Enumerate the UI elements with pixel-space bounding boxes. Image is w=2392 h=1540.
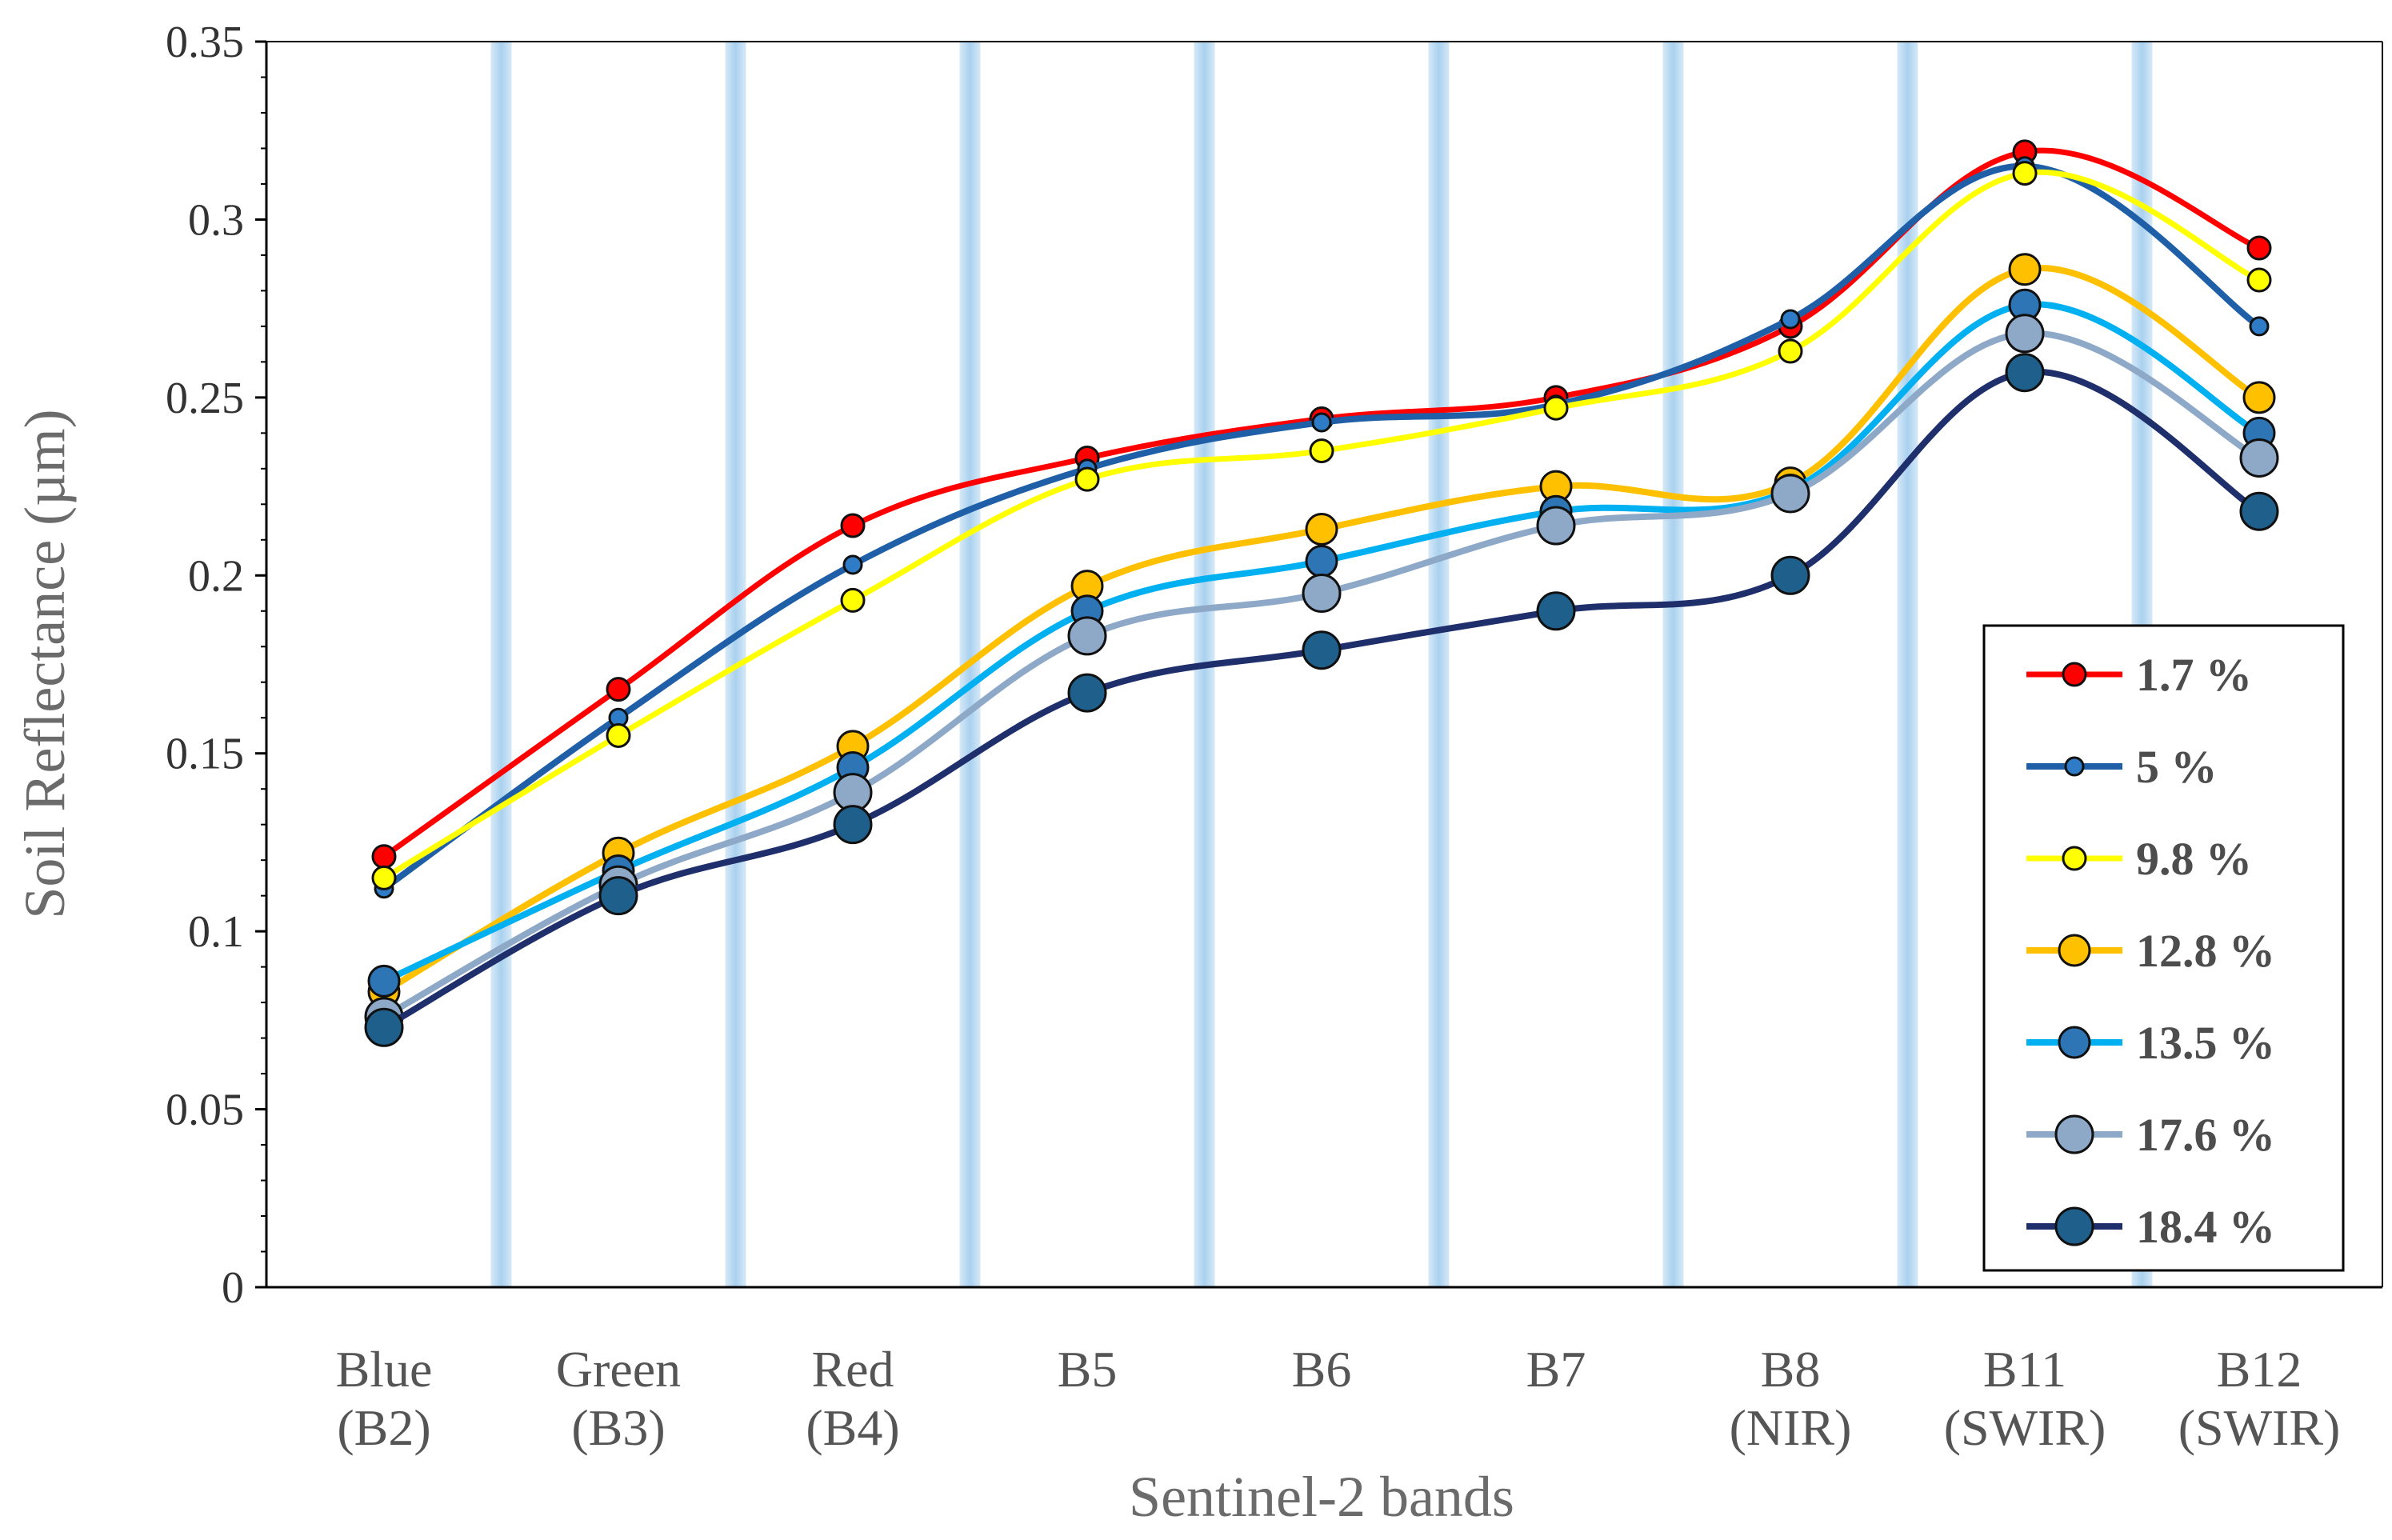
x-tick-label: (B2) bbox=[337, 1399, 430, 1456]
data-point bbox=[606, 722, 631, 748]
legend-item: 13.5 % bbox=[2026, 1017, 2275, 1069]
legend-item: 18.4 % bbox=[2026, 1201, 2275, 1253]
data-point bbox=[1067, 673, 1107, 713]
data-point bbox=[2239, 438, 2279, 478]
y-tick-label: 0.05 bbox=[166, 1086, 244, 1135]
data-point bbox=[2246, 235, 2272, 261]
data-point bbox=[1067, 616, 1107, 656]
band-separator bbox=[490, 42, 512, 1287]
series-18-4 bbox=[364, 353, 2279, 1047]
data-point bbox=[1770, 474, 1810, 514]
data-point bbox=[1305, 512, 1338, 546]
x-tick-label: Green bbox=[556, 1341, 681, 1398]
plot-frame bbox=[265, 41, 2383, 1289]
x-axis-title: Sentinel-2 bands bbox=[1129, 1465, 1514, 1529]
x-tick-label: B8 bbox=[1761, 1341, 1821, 1398]
data-point bbox=[2246, 267, 2272, 293]
y-tick-label: 0.15 bbox=[166, 730, 244, 779]
legend-marker bbox=[2058, 1026, 2091, 1059]
legend-label: 18.4 % bbox=[2136, 1201, 2275, 1253]
data-point bbox=[367, 964, 401, 998]
legend: 1.7 % 5 % 9.8 % 12.8 % 13.5 % 17.6 % 18.4 % bbox=[1982, 624, 2345, 1272]
legend-marker bbox=[2058, 934, 2091, 967]
x-axis-ticks: Blue(B2) Green(B3) Red(B4) B5 B6 B7 B8(NIR) B11… bbox=[336, 1341, 2341, 1456]
x-tick-label: B6 bbox=[1292, 1341, 1352, 1398]
data-point bbox=[2008, 253, 2042, 286]
legend-marker bbox=[2062, 846, 2087, 871]
y-axis-ticks: 0 0.05 0.1 0.15 0.2 0.25 0.3 0.35 bbox=[166, 18, 266, 1313]
legend-label: 12.8 % bbox=[2136, 925, 2275, 977]
x-tick-label: (SWIR) bbox=[1944, 1399, 2106, 1456]
data-point bbox=[1780, 309, 1801, 330]
x-tick-label: B7 bbox=[1526, 1341, 1586, 1398]
legend-label: 5 % bbox=[2136, 741, 2218, 793]
x-tick-label: (NIR) bbox=[1730, 1399, 1852, 1456]
x-tick-label: Blue bbox=[336, 1341, 433, 1398]
data-point bbox=[1536, 591, 1576, 631]
y-tick-label: 0.25 bbox=[166, 374, 244, 423]
legend-label: 13.5 % bbox=[2136, 1017, 2275, 1069]
data-point bbox=[2249, 316, 2270, 337]
x-tick-label: B5 bbox=[1058, 1341, 1118, 1398]
series-line bbox=[382, 147, 2261, 859]
band-separator bbox=[1662, 42, 1684, 1287]
legend-marker bbox=[2054, 1206, 2094, 1246]
data-point bbox=[1302, 630, 1342, 670]
data-point bbox=[1778, 338, 1803, 364]
data-point bbox=[606, 677, 631, 702]
x-tick-label: (SWIR) bbox=[2178, 1399, 2341, 1456]
y-tick-label: 0.3 bbox=[188, 195, 244, 245]
data-point bbox=[1311, 412, 1332, 433]
y-tick-label: 0.1 bbox=[188, 907, 244, 957]
legend-marker bbox=[2064, 756, 2085, 777]
data-point bbox=[1074, 466, 1100, 492]
data-point bbox=[371, 844, 397, 870]
data-point bbox=[1305, 544, 1338, 578]
x-tick-label: Red bbox=[811, 1341, 894, 1398]
legend-item: 1.7 % bbox=[2026, 649, 2252, 701]
series-line bbox=[382, 368, 2262, 1030]
data-point bbox=[1309, 438, 1334, 464]
data-point bbox=[842, 554, 863, 575]
data-point bbox=[840, 587, 866, 613]
y-tick-label: 0.35 bbox=[166, 18, 244, 67]
data-point bbox=[1543, 395, 1569, 421]
data-point bbox=[371, 865, 397, 890]
x-tick-label: (B4) bbox=[806, 1399, 899, 1456]
data-point bbox=[364, 1007, 404, 1047]
series-9-8 bbox=[371, 161, 2272, 890]
data-point bbox=[1302, 574, 1342, 614]
data-point bbox=[2012, 161, 2038, 186]
legend-item: 9.8 % bbox=[2026, 833, 2252, 885]
band-separator bbox=[1428, 42, 1450, 1287]
data-point bbox=[833, 805, 873, 845]
data-point bbox=[2005, 314, 2045, 354]
legend-marker bbox=[2054, 1114, 2094, 1154]
series-line bbox=[382, 265, 2261, 995]
data-point bbox=[598, 876, 638, 916]
x-tick-label: (B3) bbox=[571, 1399, 665, 1456]
y-axis-title: Soil Reflectance (µm) bbox=[13, 409, 77, 918]
y-tick-label: 0.2 bbox=[188, 551, 244, 601]
x-tick-label: B11 bbox=[1983, 1341, 2066, 1398]
series-line bbox=[382, 330, 2261, 1020]
data-point bbox=[1536, 506, 1576, 546]
x-tick-label: B12 bbox=[2217, 1341, 2302, 1398]
legend-item: 12.8 % bbox=[2026, 925, 2275, 977]
legend-marker bbox=[2062, 662, 2087, 687]
legend-item: 5 % bbox=[2026, 741, 2218, 793]
y-tick-label: 0 bbox=[222, 1263, 244, 1313]
series-group bbox=[364, 139, 2279, 1047]
data-point bbox=[1770, 555, 1810, 595]
data-point bbox=[2005, 353, 2045, 393]
data-point bbox=[840, 513, 866, 538]
legend-label: 9.8 % bbox=[2136, 833, 2252, 885]
legend-item: 17.6 % bbox=[2026, 1109, 2275, 1161]
legend-label: 1.7 % bbox=[2136, 649, 2252, 701]
data-point bbox=[2242, 381, 2276, 414]
legend-label: 17.6 % bbox=[2136, 1109, 2275, 1161]
data-point bbox=[2239, 491, 2279, 531]
